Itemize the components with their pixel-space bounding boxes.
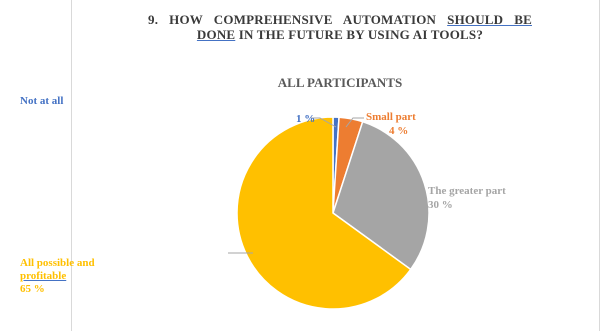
slice-greater-part — [332, 120, 430, 271]
label-not-at-all-value: 1 % — [296, 113, 316, 125]
label-all-possible-line2: profitable — [20, 270, 67, 282]
leader-not-at-all — [311, 117, 337, 128]
title-part-2: SHOULD BE DONE — [196, 12, 532, 42]
label-all-possible-line1: All possible and — [20, 257, 95, 269]
title-part-1: 9. HOW COMPREHENSIVE AUTOMATION — [148, 12, 448, 27]
frame-right-border — [599, 0, 600, 331]
chart-subtitle: ALL PARTICIPANTS — [277, 75, 403, 90]
slice-all-possible — [236, 116, 412, 310]
label-small-part-value: 4 % — [389, 125, 409, 137]
label-greater-part: The greater part — [428, 185, 506, 197]
label-not-at-all: Not at all — [20, 95, 64, 107]
label-greater-part-value: 30 % — [428, 199, 453, 211]
leader-small-part — [345, 117, 364, 128]
chart-title: 9. HOW COMPREHENSIVE AUTOMATION SHOULD B… — [148, 12, 532, 42]
label-small-part: Small part — [366, 111, 416, 123]
title-part-3: IN THE FUTURE BY USING AI TOOLS? — [235, 27, 484, 42]
frame-left-border — [71, 0, 72, 331]
label-all-possible-value: 65 % — [20, 283, 45, 295]
